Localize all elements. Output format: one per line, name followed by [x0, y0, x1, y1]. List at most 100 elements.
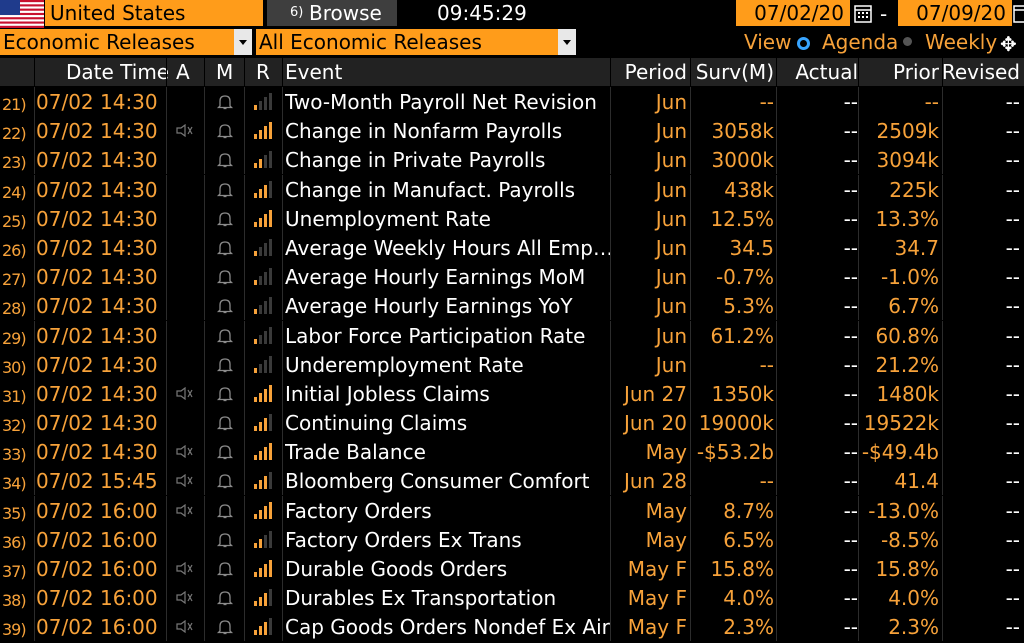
row-number[interactable]: 26): [2, 240, 27, 260]
row-event[interactable]: Initial Jobless Claims: [285, 381, 490, 406]
subcategory-select[interactable]: All Economic Releases: [256, 29, 576, 55]
bell-icon[interactable]: [216, 327, 234, 345]
agenda-label[interactable]: Agenda: [822, 30, 899, 54]
table-row[interactable]: 28) 07/02 14:30 Average Hourly Earnings Y…: [0, 291, 1024, 321]
row-number[interactable]: 25): [2, 211, 27, 231]
row-event[interactable]: Average Hourly Earnings MoM: [285, 265, 586, 290]
country-field[interactable]: United States: [45, 0, 263, 26]
col-relevance[interactable]: R: [256, 60, 270, 84]
row-number[interactable]: 32): [2, 416, 27, 436]
table-row[interactable]: 32) 07/02 14:30 Continuing Claims Jun 20 19…: [0, 408, 1024, 438]
col-period[interactable]: Period: [624, 60, 687, 84]
row-number[interactable]: 35): [2, 503, 27, 523]
bell-icon[interactable]: [216, 356, 234, 374]
speaker-icon[interactable]: [176, 386, 194, 400]
bell-icon[interactable]: [216, 297, 234, 315]
col-survey[interactable]: Surv(M): [695, 60, 774, 84]
row-number[interactable]: 38): [2, 591, 27, 611]
table-row[interactable]: 21) 07/02 14:30 Two-Month Payroll Net Rev…: [0, 87, 1024, 116]
bell-icon[interactable]: [216, 502, 234, 520]
bell-icon[interactable]: [216, 239, 234, 257]
bell-icon[interactable]: [216, 618, 234, 636]
row-number[interactable]: 24): [2, 182, 27, 202]
start-calendar-icon[interactable]: [853, 2, 873, 24]
weekly-radio[interactable]: [903, 37, 912, 46]
bell-icon[interactable]: [216, 385, 234, 403]
table-row[interactable]: 23) 07/02 14:30 Change in Private Payroll…: [0, 145, 1024, 175]
row-number[interactable]: 33): [2, 445, 27, 465]
row-event[interactable]: Average Hourly Earnings YoY: [285, 294, 573, 319]
table-row[interactable]: 22) 07/02 14:30 Change in Nonfarm Payroll…: [0, 116, 1024, 146]
table-row[interactable]: 36) 07/02 16:00 Factory Orders Ex Trans Ma…: [0, 524, 1024, 554]
table-row[interactable]: 26) 07/02 14:30 Average Weekly Hours All …: [0, 232, 1024, 262]
col-actual[interactable]: Actual: [795, 60, 858, 84]
bell-icon[interactable]: [216, 210, 234, 228]
category-select[interactable]: Economic Releases: [0, 29, 252, 55]
end-calendar-icon[interactable]: [1012, 2, 1024, 24]
bell-icon[interactable]: [216, 414, 234, 432]
bell-icon[interactable]: [216, 443, 234, 461]
row-event[interactable]: Durables Ex Transportation: [285, 586, 557, 611]
table-row[interactable]: 25) 07/02 14:30 Unemployment Rate Jun 12.5%…: [0, 203, 1024, 233]
row-number[interactable]: 22): [2, 124, 27, 144]
bell-icon[interactable]: [216, 268, 234, 286]
row-event[interactable]: Change in Manufact. Payrolls: [285, 177, 576, 202]
table-row[interactable]: 33) 07/02 14:30 Trade Balance May -$53.2b --…: [0, 437, 1024, 467]
col-alert[interactable]: A: [176, 60, 190, 84]
table-row[interactable]: 39) 07/02 16:00 Cap Goods Orders Nondef E…: [0, 612, 1024, 642]
bell-icon[interactable]: [216, 181, 234, 199]
col-prior[interactable]: Prior: [893, 60, 939, 84]
chevron-down-icon[interactable]: [558, 29, 576, 55]
row-number[interactable]: 31): [2, 386, 27, 406]
bell-icon[interactable]: [216, 589, 234, 607]
table-row[interactable]: 27) 07/02 14:30 Average Hourly Earnings M…: [0, 262, 1024, 292]
agenda-radio[interactable]: [797, 37, 810, 50]
bell-icon[interactable]: [216, 151, 234, 169]
table-row[interactable]: 24) 07/02 14:30 Change in Manufact. Payro…: [0, 174, 1024, 204]
bell-icon[interactable]: [216, 560, 234, 578]
speaker-icon[interactable]: [176, 474, 194, 488]
table-row[interactable]: 37) 07/02 16:00 Durable Goods Orders May F…: [0, 554, 1024, 583]
start-date-field[interactable]: 07/02/20: [736, 0, 850, 26]
speaker-icon[interactable]: [176, 124, 194, 138]
col-event[interactable]: Event: [285, 60, 343, 84]
bell-icon[interactable]: [216, 122, 234, 140]
table-row[interactable]: 30) 07/02 14:30 Underemployment Rate Jun --…: [0, 349, 1024, 379]
end-date-field[interactable]: 07/09/20: [898, 0, 1012, 26]
row-number[interactable]: 23): [2, 153, 27, 173]
row-number[interactable]: 27): [2, 270, 27, 290]
bell-icon[interactable]: [216, 531, 234, 549]
row-event[interactable]: Underemployment Rate: [285, 352, 524, 377]
row-event[interactable]: Continuing Claims: [285, 411, 468, 436]
row-event[interactable]: Factory Orders Ex Trans: [285, 527, 522, 552]
col-revised[interactable]: Revised: [941, 60, 1020, 84]
row-event[interactable]: Cap Goods Orders Nondef Ex Air: [285, 615, 610, 640]
row-event[interactable]: Two-Month Payroll Net Revision: [285, 90, 597, 114]
speaker-icon[interactable]: [176, 620, 194, 634]
table-row[interactable]: 31) 07/02 14:30 Initial Jobless Claims Jun…: [0, 378, 1024, 408]
col-datetime[interactable]: Date Time: [66, 60, 170, 84]
table-row[interactable]: 34) 07/02 15:45 Bloomberg Consumer Comfor…: [0, 466, 1024, 496]
row-number[interactable]: 29): [2, 328, 27, 348]
row-number[interactable]: 21): [2, 95, 27, 114]
col-my-events[interactable]: M: [216, 60, 234, 84]
browse-button[interactable]: 6) Browse: [267, 0, 397, 26]
row-event[interactable]: Trade Balance: [285, 440, 426, 465]
move-icon[interactable]: ✥: [1000, 32, 1017, 56]
speaker-icon[interactable]: [176, 503, 194, 517]
row-event[interactable]: Unemployment Rate: [285, 206, 491, 231]
weekly-label[interactable]: Weekly: [925, 30, 998, 54]
speaker-icon[interactable]: [176, 562, 194, 575]
row-number[interactable]: 30): [2, 357, 27, 377]
row-number[interactable]: 36): [2, 532, 27, 552]
row-event[interactable]: Average Weekly Hours All Emp…: [285, 235, 610, 260]
speaker-icon[interactable]: [176, 445, 194, 459]
row-event[interactable]: Factory Orders: [285, 498, 432, 523]
row-event[interactable]: Durable Goods Orders: [285, 557, 508, 581]
row-event[interactable]: Change in Nonfarm Payrolls: [285, 119, 563, 144]
row-event[interactable]: Change in Private Payrolls: [285, 148, 546, 173]
table-row[interactable]: 35) 07/02 16:00 Factory Orders May 8.7% -- -1…: [0, 495, 1024, 525]
table-row[interactable]: 29) 07/02 14:30 Labor Force Participation…: [0, 320, 1024, 350]
row-event[interactable]: Bloomberg Consumer Comfort: [285, 469, 590, 494]
row-number[interactable]: 39): [2, 620, 27, 640]
